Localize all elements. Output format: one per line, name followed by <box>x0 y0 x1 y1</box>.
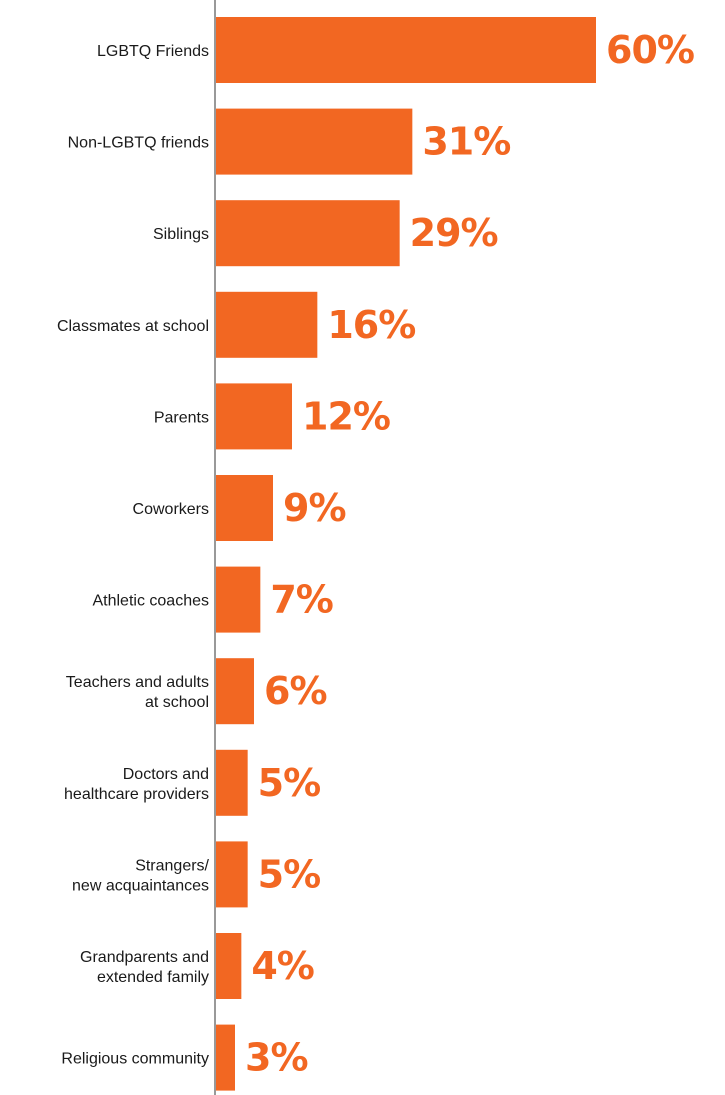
bar <box>216 291 318 358</box>
value-label: 9% <box>283 486 346 530</box>
category-label: LGBTQ Friends <box>97 43 209 60</box>
bars-group <box>216 17 596 1091</box>
value-label: 31% <box>422 120 510 164</box>
bar <box>216 841 248 908</box>
value-labels-group: 60% 31% 29% 16% 12% 9% 7% 6% 5% 5% 4% 3% <box>245 28 695 1080</box>
category-label: Strangers/new acquaintances <box>72 857 210 894</box>
category-label: Teachers and adults at school <box>66 674 209 711</box>
bar <box>216 17 596 83</box>
bar <box>216 658 254 725</box>
bar <box>216 566 261 633</box>
value-label: 4% <box>251 944 314 988</box>
bar <box>216 383 292 450</box>
bar <box>216 200 400 267</box>
category-label: Coworkers <box>133 501 209 518</box>
category-label: Grandparents and extended family <box>80 949 209 986</box>
category-labels-group: LGBTQ Friends Non-LGBTQ friends Siblings Cl… <box>57 43 210 1068</box>
bar <box>216 108 413 175</box>
value-label: 29% <box>410 211 498 255</box>
bar <box>216 475 273 541</box>
value-label: 5% <box>258 852 321 896</box>
value-label: 3% <box>245 1036 308 1080</box>
value-label: 60% <box>606 28 694 72</box>
category-label: Non-LGBTQ friends <box>68 135 209 152</box>
category-label: Doctors and healthcare providers <box>64 766 209 803</box>
category-label: Parents <box>154 409 209 426</box>
category-label: Athletic coaches <box>92 593 209 610</box>
value-label: 6% <box>264 669 327 713</box>
value-label: 16% <box>327 303 415 347</box>
value-label: 12% <box>302 394 390 438</box>
value-label: 5% <box>258 761 321 805</box>
category-label: Siblings <box>153 226 209 243</box>
bar <box>216 749 248 816</box>
bar <box>216 933 242 999</box>
category-label: Religious community <box>61 1051 209 1068</box>
bar <box>216 1024 235 1091</box>
value-label: 7% <box>270 578 333 622</box>
category-label: Classmates at school <box>57 318 209 335</box>
